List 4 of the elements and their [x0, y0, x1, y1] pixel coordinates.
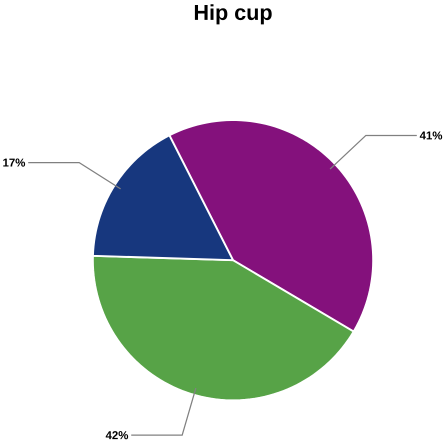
- data-label: 42%: [106, 431, 128, 440]
- chart-title: Hip cup: [194, 4, 272, 24]
- data-label: 41%: [420, 132, 442, 140]
- data-label: 17%: [3, 158, 26, 167]
